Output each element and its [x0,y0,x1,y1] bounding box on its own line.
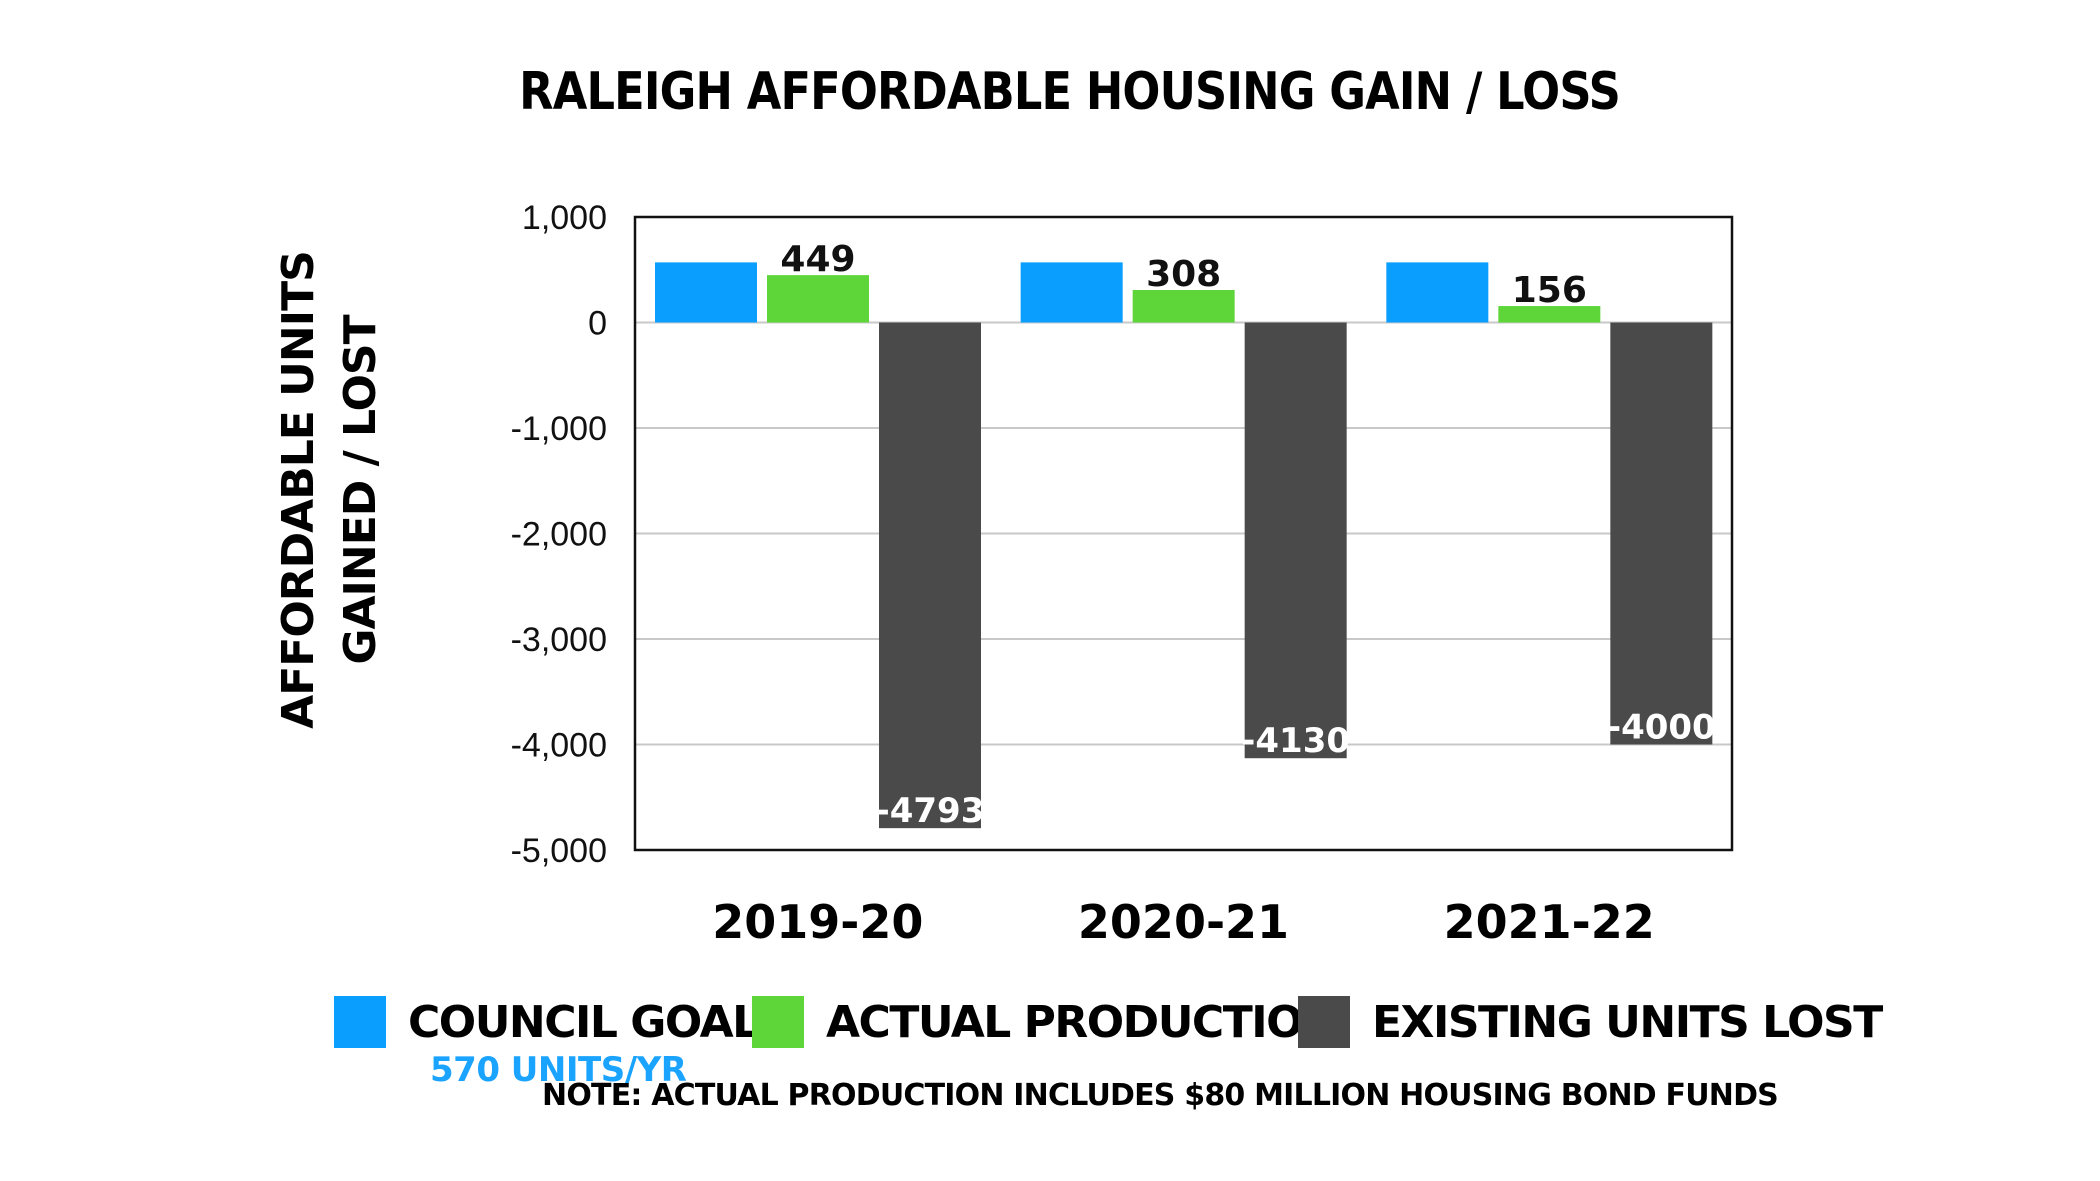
bar-council-goal-2019-20 [655,262,757,323]
bar-council-goal-2021-22 [1386,262,1489,323]
legend-swatch-actual-production [752,996,804,1048]
data-label-actual-production: 308 [1146,254,1221,295]
bar-council-goal-2020-21 [1020,262,1123,323]
y-tick-label: -4,000 [511,727,607,765]
data-label-actual-production: 449 [780,239,855,280]
x-tick-label: 2019-20 [712,895,923,949]
plot-frame [633,215,1734,852]
data-label-existing-units-lost: -4000 [1607,708,1716,748]
legend-swatch-existing-units-lost [1298,996,1350,1048]
bar-existing-units-lost-2021-22 [1610,322,1713,745]
y-tick-label: -2,000 [511,516,607,554]
legend-label-existing-units-lost: EXISTING UNITS LOST [1372,996,1883,1048]
legend-item-existing-units-lost: EXISTING UNITS LOST [1298,994,1883,1050]
legend-label-council-goal: COUNCIL GOAL [408,996,760,1048]
y-tick-label: 0 [588,305,607,343]
legend-swatch-council-goal [334,996,386,1048]
y-tick-label: 1,000 [522,199,607,237]
data-label-actual-production: 156 [1512,270,1587,311]
council-goal-subtitle: 570 UNITS/YR [430,1050,687,1090]
bar-existing-units-lost-2019-20 [879,322,981,829]
y-tick-label: -3,000 [511,621,607,659]
data-label-existing-units-lost: -4130 [1241,721,1350,761]
footnote: NOTE: ACTUAL PRODUCTION INCLUDES $80 MIL… [542,1078,1779,1113]
legend-label-actual-production: ACTUAL PRODUCTION [826,996,1339,1048]
x-tick-label: 2021-22 [1444,895,1655,949]
x-tick-label: 2020-21 [1078,895,1289,949]
bar-existing-units-lost-2020-21 [1244,322,1347,759]
legend-item-actual-production: ACTUAL PRODUCTION [752,994,1339,1050]
data-label-existing-units-lost: -4793 [876,791,985,831]
bar-actual-production-2020-21 [1132,290,1235,323]
chart-title: RALEIGH AFFORDABLE HOUSING GAIN / LOSS [519,62,1621,122]
bar-actual-production-2021-22 [1498,306,1601,323]
legend-item-council-goal: COUNCIL GOAL [334,994,760,1050]
bar-actual-production-2019-20 [767,275,869,323]
y-tick-label: -5,000 [511,832,607,870]
y-tick-label: -1,000 [511,410,607,448]
